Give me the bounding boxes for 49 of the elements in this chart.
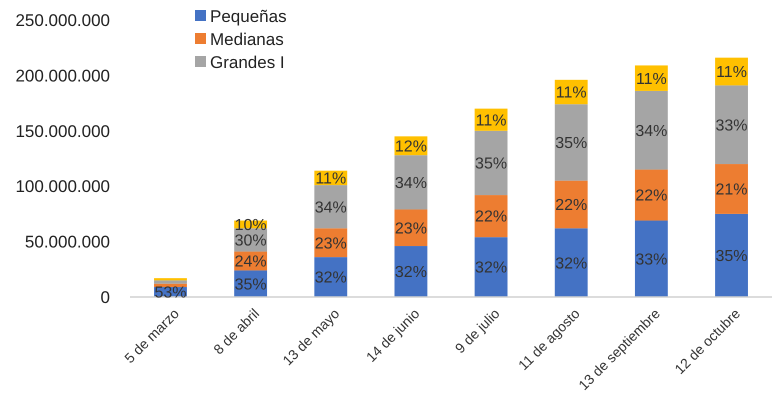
bar bbox=[554, 104, 588, 181]
annotation: 35% bbox=[475, 156, 508, 173]
annotation: 33% bbox=[635, 251, 668, 268]
annotation: 11% bbox=[716, 64, 747, 82]
annotation: 12% bbox=[394, 138, 427, 156]
bar bbox=[634, 170, 668, 221]
bar bbox=[154, 280, 187, 284]
annotation: 24% bbox=[234, 254, 267, 271]
annotation: 32% bbox=[475, 260, 508, 277]
annotation: 30% bbox=[234, 232, 267, 250]
annotation: 34% bbox=[635, 122, 668, 140]
y-tick-label: 200.000.000 bbox=[15, 66, 110, 86]
bar bbox=[554, 228, 588, 297]
annotation: 11% bbox=[636, 70, 667, 88]
annotation: 22% bbox=[635, 188, 668, 205]
annotation: 33% bbox=[716, 117, 748, 134]
annotation: 34% bbox=[394, 174, 427, 192]
y-tick-label: 150.000.000 bbox=[15, 122, 110, 141]
annotation: 21% bbox=[716, 182, 748, 199]
annotation: 32% bbox=[555, 255, 588, 272]
annotation: 22% bbox=[475, 208, 508, 226]
bar bbox=[474, 130, 508, 196]
y-tick-label: 100.000.000 bbox=[15, 177, 110, 196]
bar bbox=[394, 155, 428, 210]
annotation: 35% bbox=[555, 135, 588, 152]
annotation: 35% bbox=[716, 248, 748, 266]
legend-label: Pequeñas bbox=[210, 6, 287, 26]
bar bbox=[634, 90, 668, 170]
bar bbox=[474, 237, 508, 297]
bar bbox=[634, 220, 668, 297]
annotation: 23% bbox=[314, 235, 347, 252]
annotation: 32% bbox=[394, 264, 427, 282]
annotation: 34% bbox=[314, 199, 347, 216]
annotation: 32% bbox=[314, 270, 347, 287]
annotation: 23% bbox=[394, 220, 427, 238]
annotation: 22% bbox=[555, 197, 588, 214]
legend-label: Medianas bbox=[210, 30, 284, 49]
bar bbox=[715, 214, 748, 297]
annotation: 11% bbox=[476, 112, 506, 130]
y-tick-label: 0 bbox=[100, 288, 110, 307]
y-tick-label: 250.000.000 bbox=[15, 10, 110, 30]
annotation: 35% bbox=[234, 276, 267, 294]
annotation: 11% bbox=[315, 170, 346, 188]
legend-label: Grandes I bbox=[210, 52, 285, 72]
bar bbox=[394, 246, 428, 297]
bar bbox=[715, 164, 748, 214]
bar bbox=[715, 85, 748, 164]
y-tick-label: 50.000.000 bbox=[24, 232, 110, 252]
annotation: 11% bbox=[556, 84, 587, 102]
